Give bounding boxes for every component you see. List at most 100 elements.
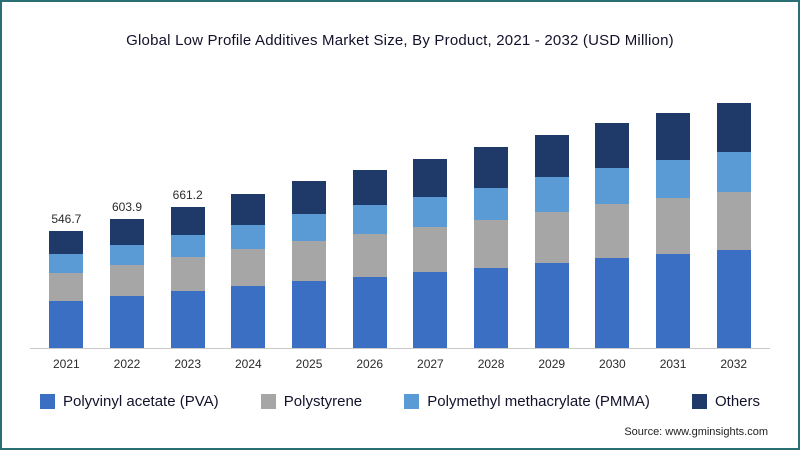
x-axis-label-2031: 2031 [659,357,687,371]
bar-segment [595,257,630,348]
bar-segment [534,177,569,212]
bar-column-2031 [643,113,704,348]
x-axis-label-2025: 2025 [295,357,323,371]
bar-segment [656,113,691,160]
value-label-2021: 546.7 [51,212,82,227]
legend-swatch-pva-icon [40,394,55,409]
legend-item-others: Others [691,393,760,410]
bar-segment [292,240,327,281]
bar-segment [110,218,144,245]
bar-segment [110,296,144,348]
bar-segment [110,244,144,266]
bar-segment [352,169,387,206]
x-axis-label-2027: 2027 [417,357,444,371]
bar-segment [231,224,266,250]
bar-column-2030 [582,122,643,348]
value-label-2022: 603.9 [111,199,143,214]
chart-title: Global Low Profile Additives Market Size… [126,32,674,49]
bar-stack-2026 [352,169,387,348]
bar-segment [595,168,630,205]
bars-row: 546.7 603.9 661.2 [30,71,770,349]
bar-column-2025 [279,180,340,348]
bar-segment [292,214,327,241]
bar-segment [474,267,509,348]
bar-stack-2028 [474,147,509,348]
bar-column-2029 [521,134,582,348]
bar-segment [716,152,751,192]
legend-item-pmma: Polymethyl methacrylate (PMMA) [404,393,650,410]
bar-column-2024 [218,194,279,348]
x-axis-label-2028: 2028 [477,357,505,371]
bar-segment [292,180,327,215]
bar-column-2027 [400,158,461,348]
legend-label-polystyrene: Polystyrene [283,393,363,410]
bar-segment [110,265,144,297]
bar-segment [231,249,266,287]
bar-segment [170,257,205,292]
bar-segment [595,122,630,169]
bar-segment [352,233,387,277]
bar-column-2022: 603.9 [97,200,158,348]
bar-stack-2023 [170,206,205,348]
plot-area: 546.7 603.9 661.2 2021 2022 2023 2024 2025 2026… [30,49,770,371]
bar-segment [49,254,84,274]
bar-segment [352,205,387,234]
bar-column-2028 [461,147,522,348]
bar-segment [595,204,630,258]
bar-segment [534,211,569,263]
bar-segment [49,273,84,302]
bar-stack-2025 [292,180,327,348]
legend-swatch-pmma-icon [404,394,420,409]
x-axis-label-2029: 2029 [538,357,566,371]
bar-segment [716,191,751,251]
x-axis-label-2022: 2022 [113,357,141,371]
bar-segment [716,103,751,153]
bar-column-2032 [703,103,764,348]
bar-segment [49,301,84,348]
legend-item-polystyrene: Polystyrene [260,393,363,410]
legend: Polyvinyl acetate (PVA) Polystyrene Poly… [40,393,760,410]
x-axis-label-2026: 2026 [356,357,384,371]
bar-stack-2027 [413,158,448,348]
bar-segment [170,291,205,348]
bar-segment [49,231,84,255]
x-axis-label-2030: 2030 [599,357,626,371]
bar-stack-2031 [656,113,691,348]
bar-column-2023: 661.2 [157,188,218,348]
bar-stack-2021 [49,231,84,348]
bar-stack-2030 [595,122,630,348]
bar-segment [474,147,509,188]
x-axis-labels: 2021 2022 2023 2024 2025 2026 2027 2028 2029 2030… [30,357,770,371]
bar-stack-2022 [110,218,144,348]
source-text: Source: www.gminsights.com [624,426,768,438]
bar-segment [656,159,691,198]
x-axis-label-2021: 2021 [52,357,80,371]
bar-segment [656,254,691,348]
legend-label-others: Others [714,393,760,410]
bar-segment [231,286,266,348]
bar-segment [170,234,205,258]
bar-segment [413,226,448,273]
bar-segment [656,197,691,255]
bar-segment [292,281,327,348]
bar-segment [170,206,205,235]
value-label-2023: 661.2 [172,187,203,202]
legend-swatch-polystyrene-icon [260,394,276,409]
legend-label-pva: Polyvinyl acetate (PVA) [63,393,219,410]
bar-stack-2029 [534,134,569,348]
legend-item-pva: Polyvinyl acetate (PVA) [40,393,219,410]
bar-segment [413,272,448,348]
legend-swatch-others-icon [691,394,707,409]
bar-segment [413,196,448,227]
bar-segment [534,134,569,178]
x-axis-label-2032: 2032 [720,357,748,371]
bar-stack-2024 [231,194,266,348]
bar-stack-2032 [716,103,751,348]
bar-column-2026 [339,169,400,348]
x-axis-label-2024: 2024 [235,357,262,371]
bar-segment [352,276,387,348]
bar-segment [231,194,266,225]
bar-segment [474,187,509,220]
bar-segment [474,219,509,268]
